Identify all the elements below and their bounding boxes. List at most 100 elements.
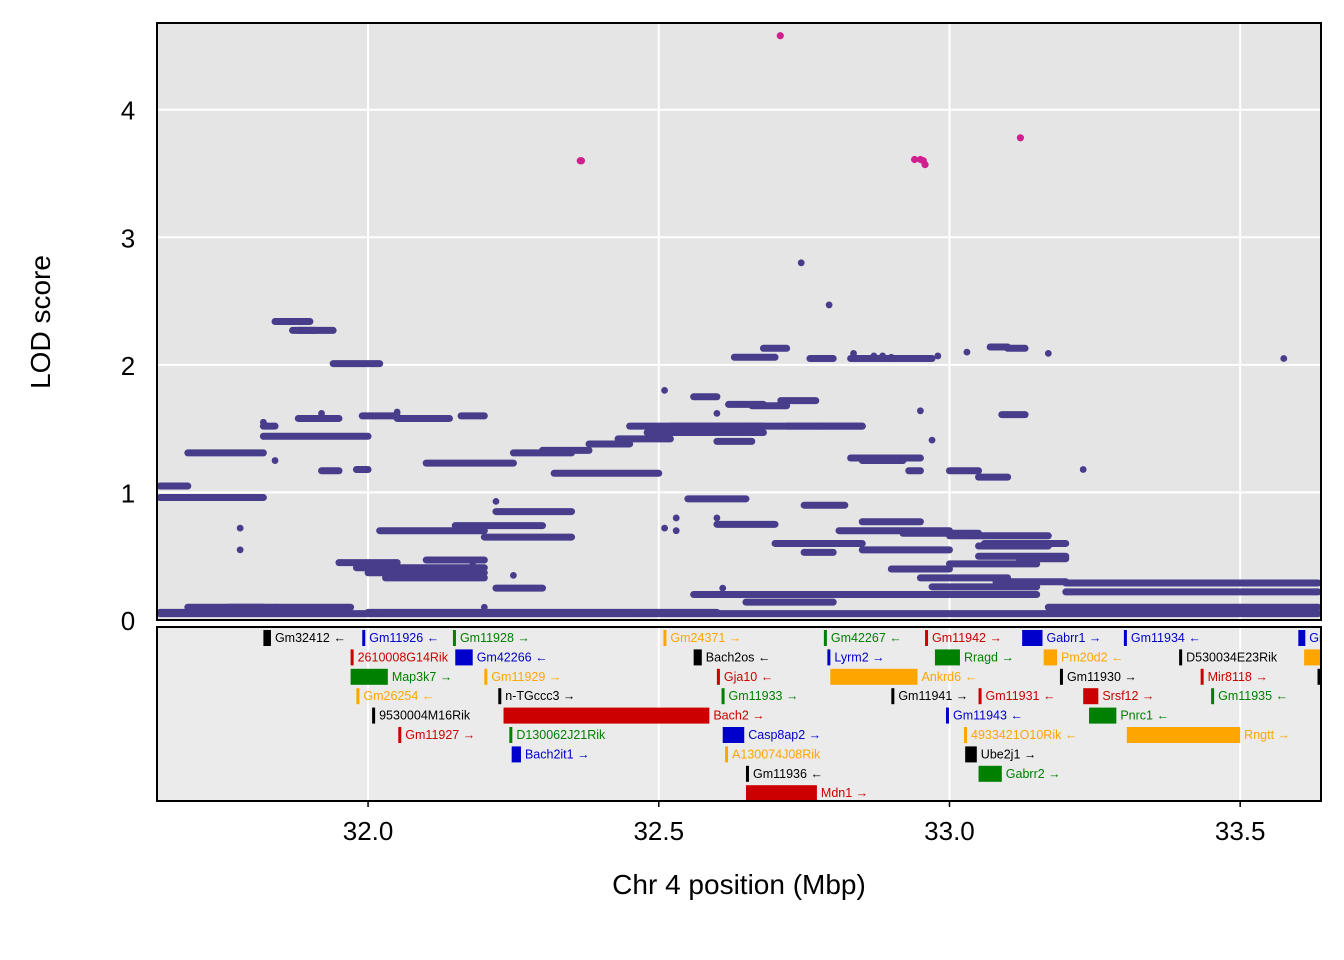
significant-point [910, 155, 919, 164]
y-tick-label: 2 [121, 351, 135, 381]
significant-points [576, 32, 1025, 169]
gene-bar [1089, 707, 1117, 724]
lod-point [870, 352, 878, 360]
gene-bar [830, 668, 918, 685]
significant-point [776, 32, 784, 40]
gene-label: Gm11941 → [898, 689, 968, 703]
gene-bar [965, 746, 977, 763]
gene-bar [1043, 649, 1058, 666]
gene-label: Bach2 → [713, 709, 764, 723]
gene-label: Gm42266 ← [477, 650, 548, 664]
gene-label: Mdn1 → [821, 786, 868, 800]
gene-label: Gm3 [1309, 631, 1336, 645]
lod-point [393, 408, 401, 416]
lod-point [469, 559, 477, 566]
gene-bar [1179, 649, 1183, 666]
gene-bar [1304, 649, 1320, 666]
lod-point [1079, 466, 1087, 473]
lod-point [236, 524, 244, 532]
x-tick-label: 33.0 [924, 816, 975, 846]
gene-label: Gm11933 → [729, 689, 799, 703]
gene-label: 2610008G14Rik [358, 650, 449, 664]
gene-label: Gm11934 ← [1131, 631, 1201, 645]
gene-label: Gm11931 ← [986, 689, 1056, 703]
gene-label: Gm11943 ← [953, 709, 1023, 723]
gene-label: Mir8118 → [1208, 670, 1268, 684]
x-axis: 32.0 32.5 33.0 33.5 [343, 801, 1266, 846]
gene-label: n-TGccc3 → [505, 689, 575, 703]
lod-point [661, 386, 668, 394]
lod-point [236, 546, 244, 554]
gene-bar [498, 688, 502, 705]
lod-point [713, 409, 721, 417]
gene-label: Gm11927 → [405, 728, 475, 742]
gene-bar [745, 785, 817, 801]
gene-label: Map3k7 → [392, 670, 452, 684]
gene-bar [934, 649, 960, 666]
lod-point [822, 355, 830, 362]
gene-bar [509, 727, 513, 743]
lod-point [887, 353, 895, 361]
lod-point [1044, 349, 1052, 357]
gene-bar [484, 668, 488, 685]
gene-bar [693, 649, 702, 666]
gene-label: Rragd → [964, 650, 1014, 664]
gene-bar [978, 688, 982, 705]
gene-label: Srsf12 → [1102, 689, 1154, 703]
gene-bar [503, 707, 710, 724]
y-tick-label: 0 [121, 606, 135, 636]
lod-point [963, 348, 971, 356]
significant-point [1016, 134, 1025, 142]
gene-label: Bach2os ← [706, 650, 771, 664]
lod-point [850, 349, 857, 357]
gene-bar [362, 630, 366, 646]
lod-point [672, 527, 680, 535]
gene-label: Gm32412 ← [275, 631, 346, 645]
gene-label: A130074J08Rik [732, 747, 821, 761]
gene-label: Lyrm2 → [834, 650, 884, 664]
lod-point [879, 352, 887, 360]
gene-label: Gm11930 → [1067, 670, 1137, 684]
gene-bar [1022, 630, 1043, 646]
lod-point [492, 497, 500, 505]
y-axis: 0 1 2 3 4 [121, 96, 135, 636]
lod-point [318, 409, 325, 417]
y-tick-label: 4 [121, 96, 135, 126]
gene-bar [721, 688, 725, 705]
lod-point [259, 432, 267, 440]
x-tick-label: 33.5 [1215, 816, 1266, 846]
gene-bar [1126, 727, 1241, 743]
gene-label: Gabrr2 → [1006, 767, 1061, 781]
gene-label: Gja10 ← [724, 670, 773, 684]
gene-label: D130062J21Rik [516, 728, 606, 742]
x-tick-label: 32.0 [343, 816, 394, 846]
gene-label: Gm11929 → [491, 670, 561, 684]
gene-label: Ankrd6 ← [921, 670, 977, 684]
gene-bar [1211, 688, 1215, 705]
gene-label: Ube2j1 → [981, 747, 1037, 761]
gene-panel-border [156, 626, 1322, 802]
gene-bar [945, 707, 949, 724]
lod-point [259, 418, 267, 426]
significant-point [577, 157, 586, 165]
lod-point [713, 514, 721, 522]
gene-bar [455, 649, 473, 666]
gene-bar [350, 649, 354, 666]
lod-point [271, 457, 279, 464]
gene-label: Rngtt → [1244, 728, 1290, 742]
lod-point [917, 407, 924, 415]
lod-point [510, 571, 517, 579]
gene-bar [745, 765, 749, 782]
gene-bar [722, 727, 745, 743]
x-tick-label: 32.5 [633, 816, 684, 846]
lod-point [928, 436, 936, 444]
gene-bar [725, 746, 729, 763]
gene-label: Casp8ap2 → [748, 728, 821, 742]
gene-bar [823, 630, 827, 646]
gene-bar [978, 765, 1002, 782]
gene-label: Gm11942 → [932, 631, 1002, 645]
gene-bar [263, 630, 271, 646]
gene-label: Gm11928 → [460, 631, 530, 645]
gene-label: 9530004M16Rik [379, 709, 471, 723]
